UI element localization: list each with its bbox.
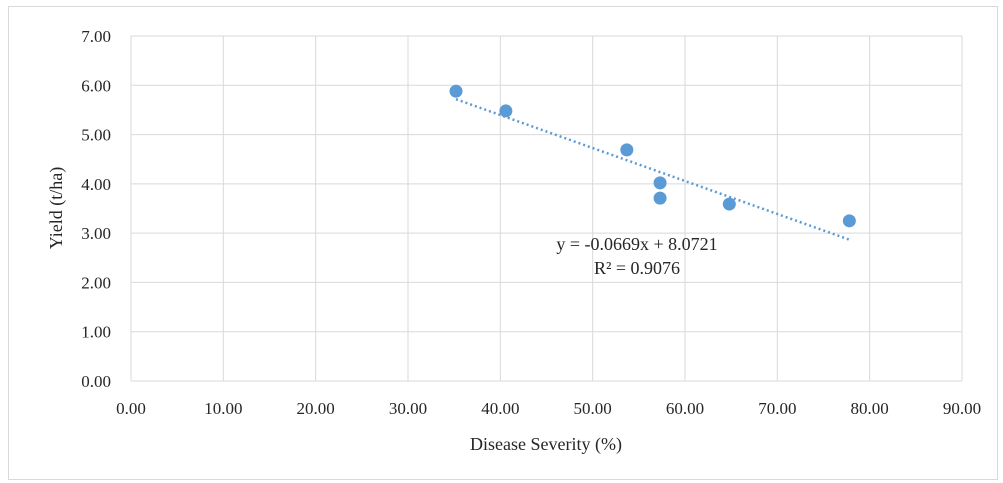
x-tick-label: 90.00 — [943, 399, 981, 418]
y-axis-tick-labels: 0.00 1.00 2.00 3.00 4.00 5.00 6.00 7.00 — [81, 27, 111, 391]
data-point — [653, 191, 667, 205]
data-point — [449, 84, 463, 98]
x-axis-tick-labels: 0.00 10.00 20.00 30.00 40.00 50.00 60.00 70.00 8… — [116, 399, 981, 418]
trendline-layer — [455, 98, 850, 241]
trendline — [455, 98, 850, 241]
y-tick-label: 7.00 — [81, 27, 111, 46]
x-tick-label: 0.00 — [116, 399, 146, 418]
x-tick-label: 50.00 — [574, 399, 612, 418]
x-tick-label: 10.00 — [204, 399, 242, 418]
y-tick-label: 1.00 — [81, 323, 111, 342]
trendline-r-squared: R² = 0.9076 — [594, 258, 680, 278]
y-tick-label: 6.00 — [81, 76, 111, 95]
x-tick-label: 70.00 — [758, 399, 796, 418]
trendline-equation: y = -0.0669x + 8.0721 — [556, 234, 717, 254]
y-tick-label: 3.00 — [81, 224, 111, 243]
y-tick-label: 4.00 — [81, 175, 111, 194]
y-axis-title: Yield (t/ha) — [46, 167, 67, 249]
data-point — [653, 176, 667, 190]
y-tick-label: 5.00 — [81, 126, 111, 145]
x-axis-title: Disease Severity (%) — [470, 434, 622, 455]
data-point — [722, 197, 736, 211]
x-tick-label: 20.00 — [297, 399, 335, 418]
grid — [130, 35, 963, 382]
x-tick-label: 40.00 — [481, 399, 519, 418]
y-tick-label: 2.00 — [81, 273, 111, 292]
x-tick-label: 60.00 — [666, 399, 704, 418]
data-point — [842, 214, 856, 228]
data-points — [449, 84, 856, 228]
x-tick-label: 80.00 — [851, 399, 889, 418]
y-tick-label: 0.00 — [81, 372, 111, 391]
x-tick-label: 30.00 — [389, 399, 427, 418]
data-point — [499, 104, 513, 118]
data-point — [620, 143, 634, 157]
